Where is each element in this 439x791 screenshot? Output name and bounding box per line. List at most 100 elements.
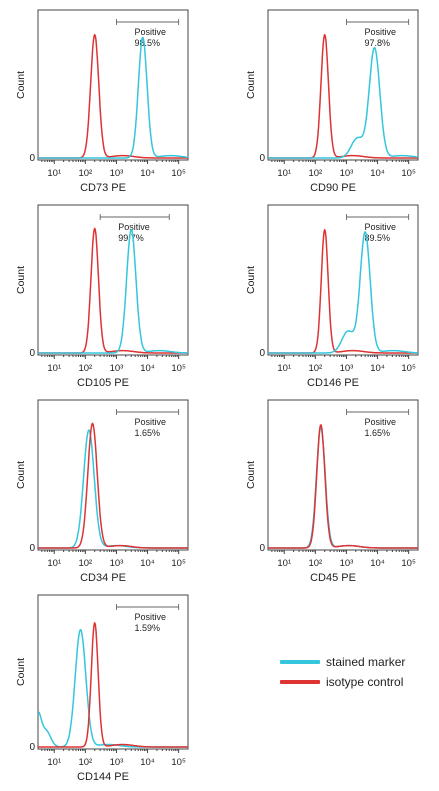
x-tick-label: 10³ xyxy=(110,168,124,179)
isotype-control-curve xyxy=(37,33,189,159)
gate-percent: 99.7% xyxy=(118,233,144,243)
x-tick-label: 10³ xyxy=(110,363,124,374)
x-tick-label: 10⁴ xyxy=(140,558,155,569)
y-axis-label: Count xyxy=(245,461,257,489)
x-tick-label: 10² xyxy=(308,168,322,179)
x-tick-label: 10² xyxy=(308,558,322,569)
histogram-panel: Count 0 10¹ 10² 10³ 10⁴ 10⁵ CD105 PE Positive99.… xyxy=(15,204,189,389)
isotype-control-curve xyxy=(37,622,189,748)
legend-label-isotype: isotype control xyxy=(326,675,404,689)
y-tick-label: 0 xyxy=(259,153,265,164)
x-tick-label: 10³ xyxy=(340,168,354,179)
plot-frame xyxy=(37,204,189,356)
x-tick-label: 10³ xyxy=(110,558,124,569)
legend-swatch-stained xyxy=(280,660,320,664)
histogram-panel: Count 0 10¹ 10² 10³ 10⁴ 10⁵ CD34 PE Positive1.65… xyxy=(15,399,189,584)
x-axis-label: CD73 PE xyxy=(80,182,126,194)
x-tick-label: 10⁵ xyxy=(171,168,186,179)
gate-percent: 1.65% xyxy=(134,428,160,438)
gate-label: Positive xyxy=(134,417,166,427)
gate-label: Positive xyxy=(134,27,166,37)
x-tick-label: 10¹ xyxy=(47,558,61,569)
y-tick-label: 0 xyxy=(259,543,265,554)
x-axis-label: CD144 PE xyxy=(77,771,129,783)
gate-label: Positive xyxy=(134,612,166,622)
y-axis-label: Count xyxy=(245,71,257,99)
x-tick-label: 10¹ xyxy=(47,757,61,768)
x-tick-label: 10⁴ xyxy=(370,558,385,569)
x-tick-label: 10² xyxy=(78,168,92,179)
x-tick-label: 10⁵ xyxy=(171,363,186,374)
y-tick-label: 0 xyxy=(29,742,35,753)
gate-label: Positive xyxy=(118,222,150,232)
histogram-panel: Count 0 10¹ 10² 10³ 10⁴ 10⁵ CD73 PE Positive98.5… xyxy=(15,9,189,194)
gate-percent: 98.5% xyxy=(134,38,160,48)
stained-marker-curve xyxy=(267,426,419,549)
stained-marker-curve xyxy=(37,228,189,354)
gate-label: Positive xyxy=(364,27,396,37)
x-tick-label: 10⁵ xyxy=(401,363,416,374)
isotype-control-curve xyxy=(267,228,419,354)
legend: stained marker isotype control xyxy=(280,652,430,692)
x-tick-label: 10³ xyxy=(340,363,354,374)
x-tick-label: 10⁵ xyxy=(401,168,416,179)
isotype-control-curve xyxy=(267,424,419,549)
histogram-panel: Count 0 10¹ 10² 10³ 10⁴ 10⁵ CD45 PE Positive1.65… xyxy=(245,399,419,584)
stained-marker-curve xyxy=(37,36,189,159)
isotype-control-curve xyxy=(37,227,189,354)
gate-label: Positive xyxy=(364,417,396,427)
x-tick-label: 10⁴ xyxy=(370,363,385,374)
x-tick-label: 10³ xyxy=(110,757,124,768)
x-tick-label: 10³ xyxy=(340,558,354,569)
gate-percent: 89.5% xyxy=(364,233,390,243)
histogram-panel: Count 0 10¹ 10² 10³ 10⁴ 10⁵ CD90 PE Positive97.8… xyxy=(245,9,419,194)
x-axis-label: CD105 PE xyxy=(77,377,129,389)
legend-item-isotype: isotype control xyxy=(280,672,430,692)
x-tick-label: 10² xyxy=(308,363,322,374)
y-axis-label: Count xyxy=(245,266,257,294)
y-axis-label: Count xyxy=(15,71,27,99)
x-tick-label: 10⁴ xyxy=(140,363,155,374)
y-axis-label: Count xyxy=(15,266,27,294)
stained-marker-curve xyxy=(267,46,419,159)
x-tick-label: 10⁵ xyxy=(401,558,416,569)
x-tick-label: 10¹ xyxy=(47,363,61,374)
gate-percent: 97.8% xyxy=(364,38,390,48)
x-tick-label: 10⁴ xyxy=(370,168,385,179)
x-tick-label: 10² xyxy=(78,558,92,569)
y-axis-label: Count xyxy=(15,658,27,686)
x-tick-label: 10¹ xyxy=(277,558,291,569)
stained-marker-curve xyxy=(37,429,189,549)
gate-percent: 1.59% xyxy=(134,623,160,633)
x-tick-label: 10⁴ xyxy=(140,168,155,179)
isotype-control-curve xyxy=(267,33,419,159)
x-tick-label: 10¹ xyxy=(47,168,61,179)
gate-percent: 1.65% xyxy=(364,428,390,438)
x-tick-label: 10² xyxy=(78,757,92,768)
y-tick-label: 0 xyxy=(259,348,265,359)
stained-marker-curve xyxy=(37,629,189,748)
legend-item-stained: stained marker xyxy=(280,652,430,672)
x-tick-label: 10¹ xyxy=(277,363,291,374)
x-tick-label: 10⁵ xyxy=(171,558,186,569)
x-tick-label: 10² xyxy=(78,363,92,374)
x-axis-label: CD90 PE xyxy=(310,182,356,194)
stained-marker-curve xyxy=(267,231,419,354)
x-axis-label: CD34 PE xyxy=(80,572,126,584)
histogram-panel: Count 0 10¹ 10² 10³ 10⁴ 10⁵ CD144 PE Positive1.5… xyxy=(15,594,189,783)
x-axis-label: CD146 PE xyxy=(307,377,359,389)
y-tick-label: 0 xyxy=(29,153,35,164)
x-tick-label: 10⁵ xyxy=(171,757,186,768)
x-axis-label: CD45 PE xyxy=(310,572,356,584)
isotype-control-curve xyxy=(37,422,189,549)
gate-label: Positive xyxy=(364,222,396,232)
legend-swatch-isotype xyxy=(280,680,320,684)
x-tick-label: 10¹ xyxy=(277,168,291,179)
y-tick-label: 0 xyxy=(29,543,35,554)
x-tick-label: 10⁴ xyxy=(140,757,155,768)
histogram-panel: Count 0 10¹ 10² 10³ 10⁴ 10⁵ CD146 PE Positive89.… xyxy=(245,204,419,389)
y-tick-label: 0 xyxy=(29,348,35,359)
y-axis-label: Count xyxy=(15,461,27,489)
legend-label-stained: stained marker xyxy=(326,655,406,669)
